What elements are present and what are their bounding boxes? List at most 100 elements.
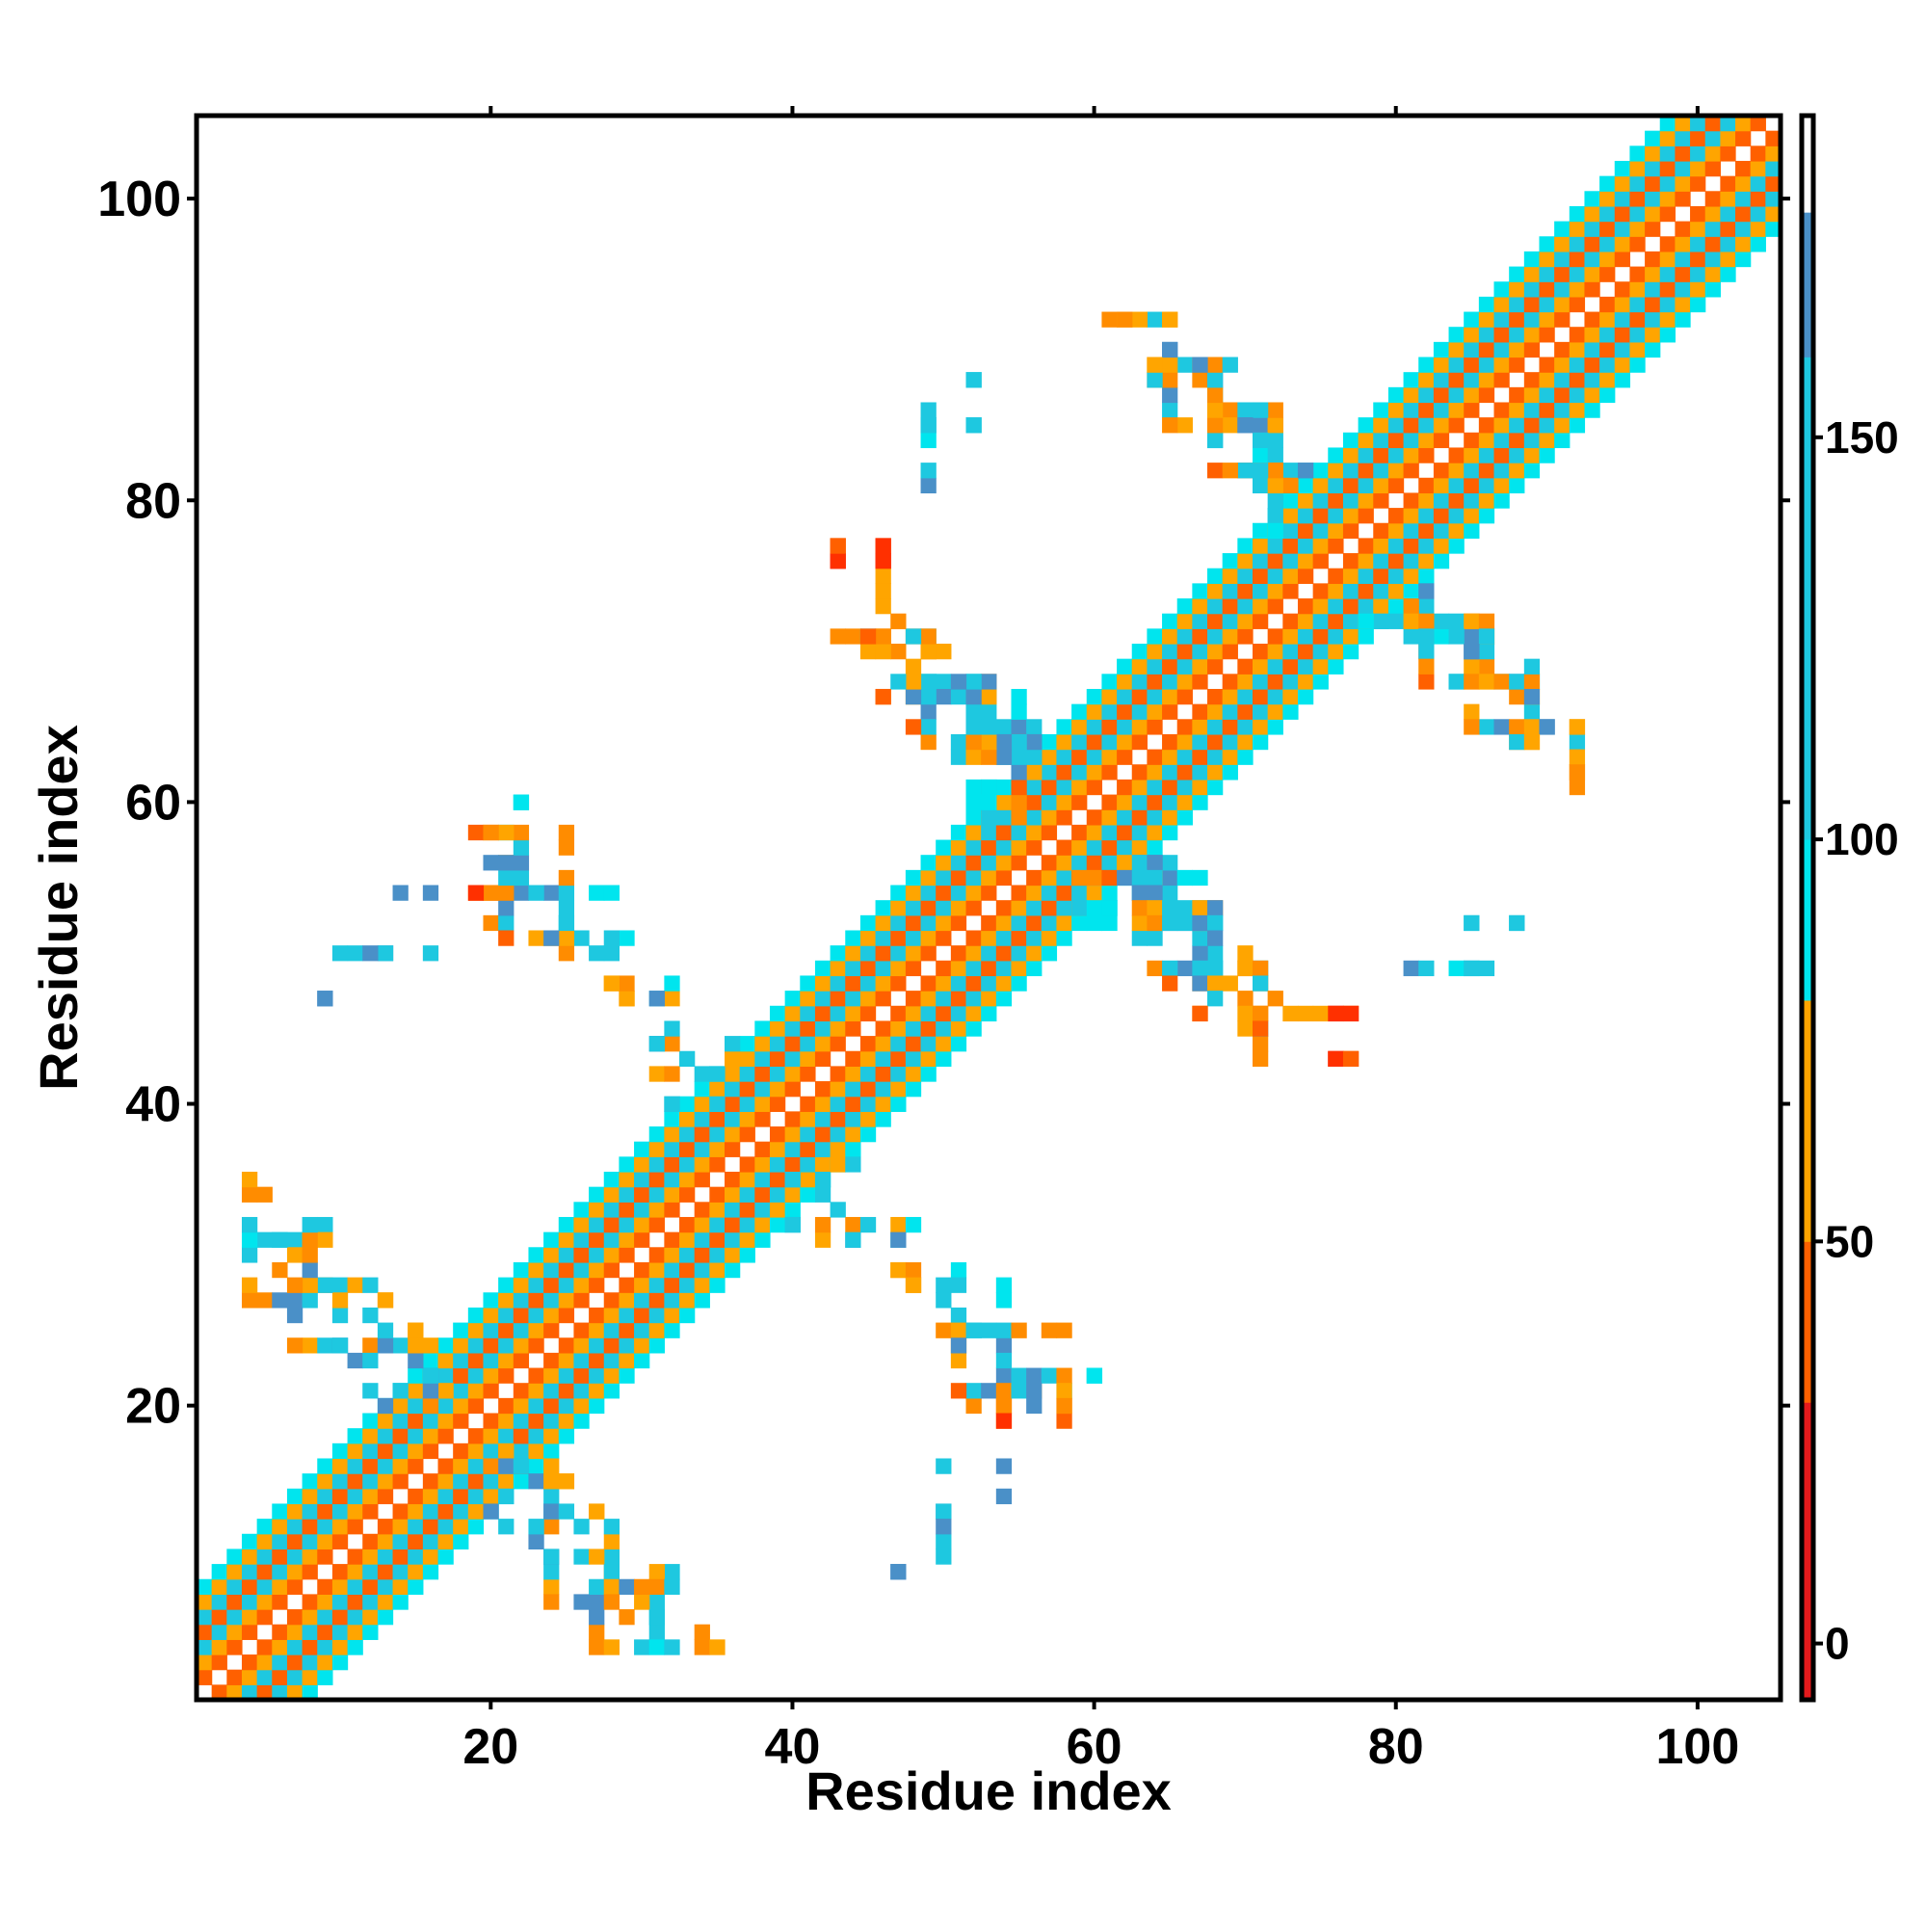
heatmap-cell [437, 1519, 454, 1535]
heatmap-cell [1086, 839, 1103, 856]
heatmap-cell [769, 1172, 786, 1188]
heatmap-cell [1403, 538, 1419, 554]
heatmap-cell [890, 1036, 907, 1052]
heatmap-cell [226, 1669, 243, 1685]
heatmap-cell [603, 1383, 620, 1399]
heatmap-cell [1162, 733, 1178, 751]
heatmap-cell [1659, 327, 1676, 343]
heatmap-cell [936, 1050, 952, 1067]
heatmap-cell [1342, 522, 1359, 539]
heatmap-cell [634, 1172, 650, 1188]
heatmap-cell [1101, 885, 1118, 901]
heatmap-cell [905, 1005, 922, 1022]
heatmap-cell [1614, 296, 1631, 313]
heatmap-cell [1464, 386, 1480, 404]
heatmap-cell [1162, 779, 1178, 796]
heatmap-cell [256, 1609, 273, 1626]
heatmap-cell [1101, 688, 1118, 705]
heatmap-cell [875, 583, 891, 599]
heatmap-cell [347, 1594, 363, 1610]
heatmap-cell [1176, 869, 1193, 887]
heatmap-cell [890, 1081, 907, 1098]
heatmap-cell [377, 1442, 394, 1460]
heatmap-cell [1117, 311, 1133, 328]
heatmap-cell [1523, 463, 1541, 479]
heatmap-cell [1509, 688, 1525, 705]
heatmap-cell [648, 1624, 665, 1640]
heatmap-cell [1162, 341, 1178, 358]
heatmap-cell [950, 960, 967, 977]
heatmap-cell [1403, 492, 1419, 509]
heatmap-cell [1750, 236, 1766, 252]
heatmap-cell [905, 900, 922, 916]
heatmap-cell [453, 1533, 469, 1550]
heatmap-cell [1478, 357, 1495, 373]
heatmap-cell [1101, 839, 1118, 856]
heatmap-cell [920, 733, 937, 751]
heatmap-cell [1026, 733, 1043, 751]
heatmap-cell [664, 975, 680, 992]
heatmap-cell [392, 1548, 409, 1565]
heatmap-cell [1539, 311, 1555, 328]
heatmap-cell [1509, 733, 1525, 751]
heatmap-cell [830, 553, 846, 569]
heatmap-cell [573, 1247, 590, 1263]
heatmap-cell [1478, 327, 1495, 343]
heatmap-cell [498, 914, 515, 932]
heatmap-cell [905, 1036, 922, 1052]
heatmap-cell [1117, 809, 1133, 826]
heatmap-cell [498, 1488, 515, 1505]
heatmap-cell [890, 914, 907, 932]
heatmap-cell [694, 1292, 710, 1309]
heatmap-cell [920, 914, 937, 932]
heatmap-cell [1539, 447, 1555, 463]
heatmap-cell [483, 824, 499, 841]
heatmap-cell [1117, 855, 1133, 871]
heatmap-cell [1282, 477, 1299, 494]
heatmap-cell [1342, 553, 1359, 569]
heatmap-cell [1267, 538, 1283, 554]
heatmap-cell [995, 1488, 1013, 1505]
heatmap-cell [981, 794, 997, 810]
heatmap-cell [619, 1292, 635, 1309]
heatmap-cell [1011, 960, 1027, 977]
heatmap-cell [543, 1247, 560, 1263]
heatmap-cell [302, 1519, 318, 1535]
heatmap-cell [648, 1066, 665, 1082]
heatmap-cell [1418, 508, 1435, 524]
heatmap-cell [1342, 477, 1359, 494]
heatmap-cell [1162, 794, 1178, 810]
heatmap-cell [331, 1578, 349, 1595]
heatmap-cell [1342, 492, 1359, 509]
heatmap-cell [1464, 432, 1480, 449]
heatmap-cell [331, 1307, 349, 1324]
heatmap-cell [513, 885, 530, 901]
heatmap-cell [1342, 432, 1359, 449]
heatmap-cell [1328, 583, 1344, 599]
heatmap-cell [1176, 417, 1193, 434]
heatmap-cell [1237, 613, 1254, 629]
heatmap-cell [543, 1564, 560, 1580]
heatmap-cell [331, 1624, 349, 1640]
heatmap-cell [498, 930, 515, 946]
heatmap-cell [1659, 281, 1676, 298]
heatmap-cell [981, 733, 997, 751]
heatmap-cell [619, 1322, 635, 1338]
heatmap-cell [1207, 417, 1224, 434]
heatmap-cell [1403, 568, 1419, 584]
heatmap-cell [331, 1488, 349, 1505]
heatmap-cell [317, 1473, 333, 1490]
heatmap-cell [1403, 417, 1419, 434]
heatmap-cell [1222, 749, 1238, 765]
heatmap-cell [483, 1307, 499, 1324]
heatmap-cell [226, 1548, 243, 1565]
heatmap-cell [1011, 764, 1027, 781]
heatmap-cell [422, 945, 439, 962]
heatmap-cell [1448, 463, 1465, 479]
heatmap-cell [1478, 719, 1495, 735]
heatmap-cell [422, 1367, 439, 1384]
heatmap-cell [981, 960, 997, 977]
heatmap-cell [272, 1684, 288, 1701]
heatmap-cell [1690, 175, 1706, 192]
heatmap-cell [1101, 914, 1118, 932]
